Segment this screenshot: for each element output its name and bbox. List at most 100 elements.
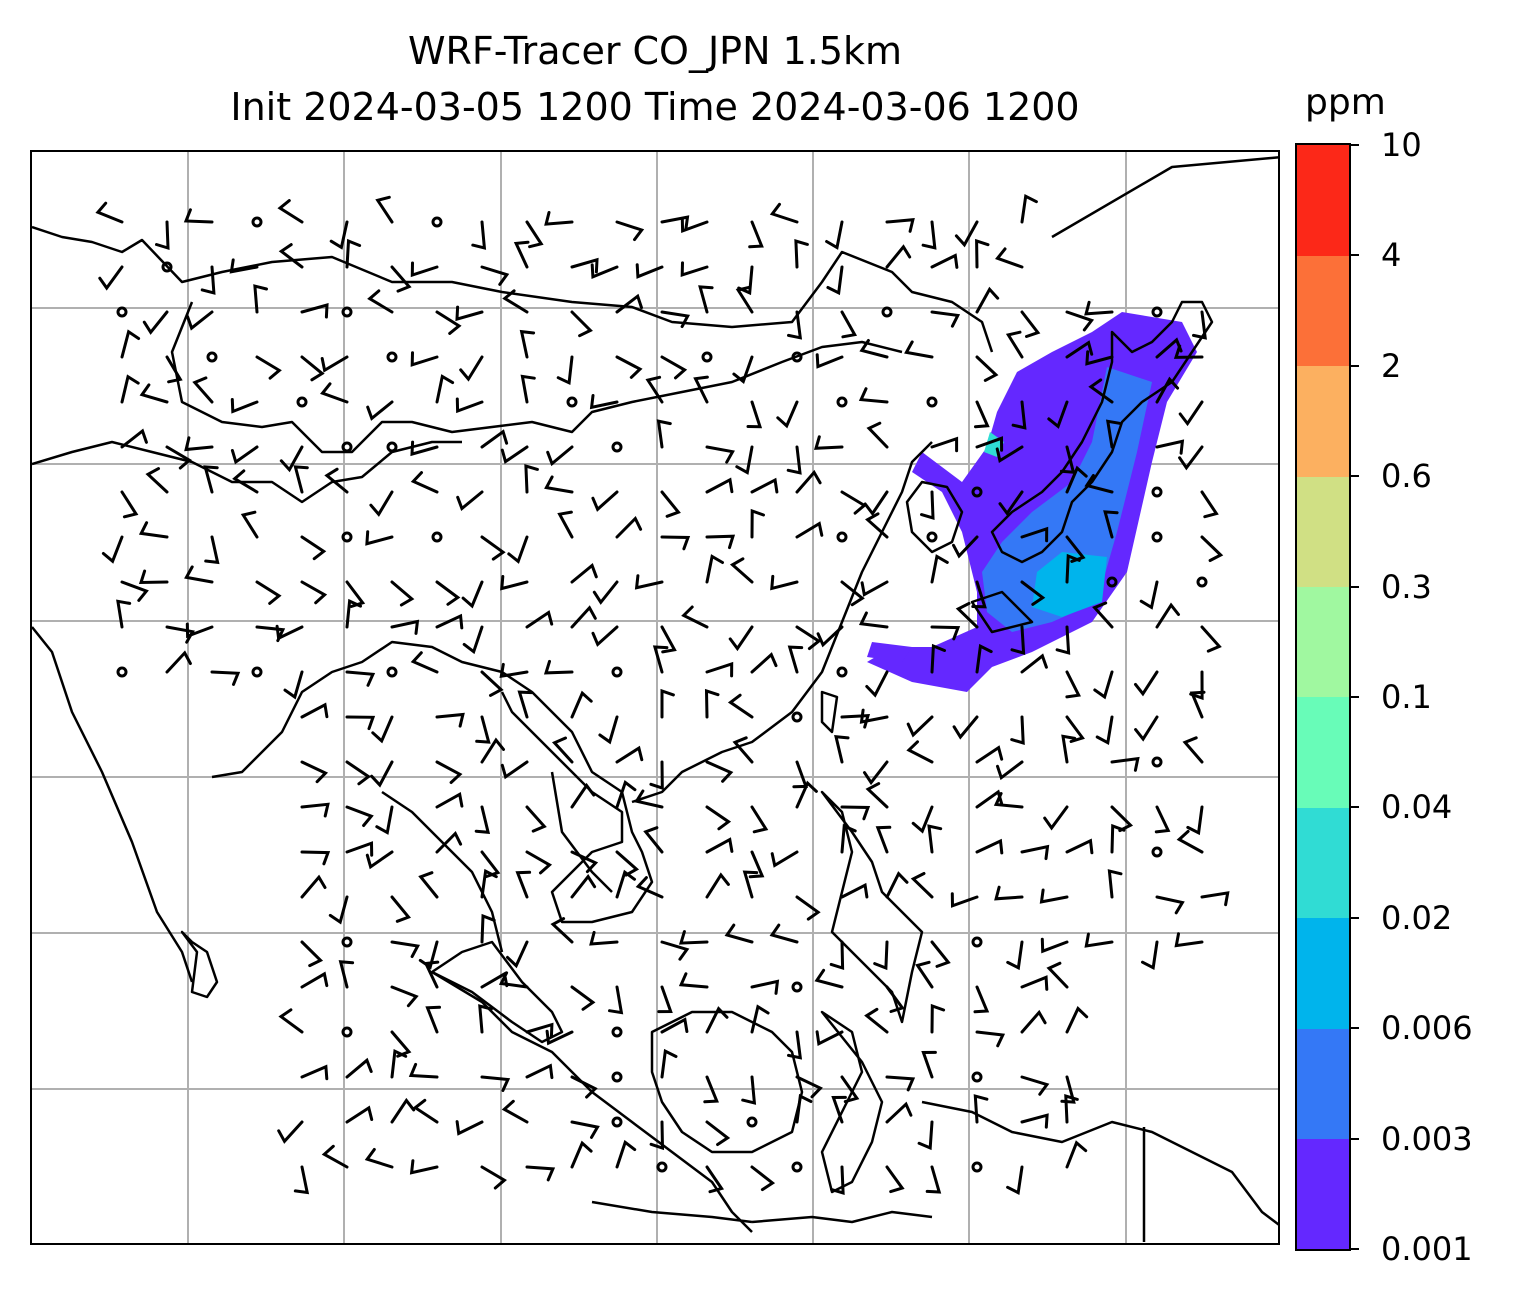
- wind-barb: [615, 869, 636, 899]
- wind-barb: [1005, 330, 1024, 359]
- wind-barb: [500, 445, 529, 465]
- wind-barb: [480, 1165, 507, 1190]
- wind-barb: [681, 605, 709, 629]
- wind-barb: [1065, 553, 1081, 584]
- wind-barb: [138, 569, 169, 585]
- wind-barb: [370, 760, 394, 788]
- wind-barb: [693, 375, 709, 404]
- wind-barb: [705, 477, 734, 494]
- wind-barb: [885, 218, 915, 233]
- wind-barb: [795, 521, 824, 539]
- wind-barb: [1084, 300, 1114, 316]
- wind-barb: [930, 310, 961, 328]
- wind-barb: [570, 605, 597, 629]
- colorbar-step: [1297, 145, 1349, 256]
- wind-barb: [544, 211, 574, 226]
- wind-barb: [435, 712, 465, 728]
- colorbar-tick: [1351, 1248, 1359, 1250]
- wind-barb: [506, 940, 529, 969]
- wind-barb: [1174, 932, 1204, 948]
- colorbar-step: [1297, 586, 1349, 698]
- wind-barb: [1154, 805, 1171, 834]
- wind-barb: [885, 1101, 913, 1124]
- wind-barb: [456, 490, 484, 511]
- wind-barb: [435, 791, 464, 809]
- wind-barb: [435, 374, 455, 404]
- wind-barb: [1043, 805, 1069, 831]
- wind-barb: [728, 625, 754, 652]
- wind-barb: [863, 760, 889, 786]
- colorbar-unit: ppm: [1305, 82, 1386, 123]
- wind-barb: [656, 419, 672, 449]
- wind-barb: [365, 530, 394, 546]
- wind-barb: [1061, 734, 1077, 764]
- wind-barb: [390, 265, 412, 293]
- wind-barb: [994, 885, 1024, 901]
- calm-wind-circle: [791, 1161, 803, 1173]
- wind-barb: [165, 650, 192, 674]
- wind-barb: [930, 554, 949, 584]
- wind-barb: [300, 580, 328, 605]
- wind-barb: [750, 508, 765, 539]
- wind-barb: [283, 670, 304, 700]
- colorbar-tick: [1351, 475, 1359, 478]
- wind-barb: [634, 789, 664, 809]
- wind-barb: [875, 825, 892, 854]
- wind-barb: [787, 310, 803, 340]
- colorbar-step: [1297, 807, 1349, 919]
- wind-barb: [795, 469, 822, 494]
- wind-barb: [435, 830, 463, 854]
- wind-barb: [200, 265, 216, 295]
- calm-wind-circle: [386, 666, 398, 678]
- wind-barb: [371, 715, 394, 744]
- wind-barb: [840, 310, 858, 339]
- wind-barb: [545, 1029, 574, 1046]
- wind-barb: [660, 310, 691, 329]
- colorbar-tick: [1351, 916, 1359, 919]
- wind-barb: [1155, 376, 1180, 404]
- wind-barb: [885, 985, 905, 1013]
- wind-barb: [750, 477, 779, 494]
- wind-barb: [589, 394, 619, 410]
- wind-barb: [975, 286, 1000, 314]
- calm-wind-circle: [971, 486, 983, 498]
- wind-barb: [930, 436, 959, 453]
- wind-barb: [995, 445, 1024, 463]
- wind-barb: [455, 1120, 484, 1136]
- wind-barb: [365, 850, 394, 870]
- calm-wind-circle: [296, 396, 308, 408]
- wind-barb: [570, 985, 596, 1011]
- wind-barb: [885, 1075, 916, 1092]
- colorbar-step: [1297, 1028, 1349, 1140]
- wind-barb: [1084, 932, 1114, 948]
- wind-barb: [345, 715, 376, 731]
- wind-barb: [1047, 400, 1069, 429]
- wind-barb: [705, 760, 734, 783]
- wind-barb: [834, 734, 850, 764]
- wind-barb: [155, 220, 170, 251]
- wind-barb: [915, 960, 934, 989]
- wind-barb: [1020, 975, 1049, 991]
- wind-barb: [474, 805, 491, 834]
- wind-barb: [120, 374, 140, 404]
- colorbar-label: 2: [1381, 346, 1402, 385]
- wind-barb: [519, 329, 536, 359]
- wind-barb: [769, 202, 799, 224]
- wind-barb: [1092, 601, 1114, 629]
- calm-wind-circle: [1151, 531, 1163, 543]
- wind-barb: [657, 985, 673, 1014]
- wind-barb: [435, 760, 463, 784]
- wind-barb: [750, 805, 769, 834]
- wind-barbs: [95, 194, 1230, 1196]
- wind-barb: [724, 923, 754, 944]
- wind-barb: [551, 736, 574, 764]
- wind-barb: [480, 265, 510, 286]
- wind-barb: [769, 923, 799, 944]
- wind-barb: [660, 535, 691, 551]
- wind-barb: [1065, 310, 1095, 332]
- wind-barb: [300, 535, 327, 561]
- colorbar-step: [1297, 1138, 1349, 1250]
- wind-barb: [840, 805, 871, 821]
- wind-barb: [1189, 690, 1206, 719]
- wind-barb: [591, 490, 619, 512]
